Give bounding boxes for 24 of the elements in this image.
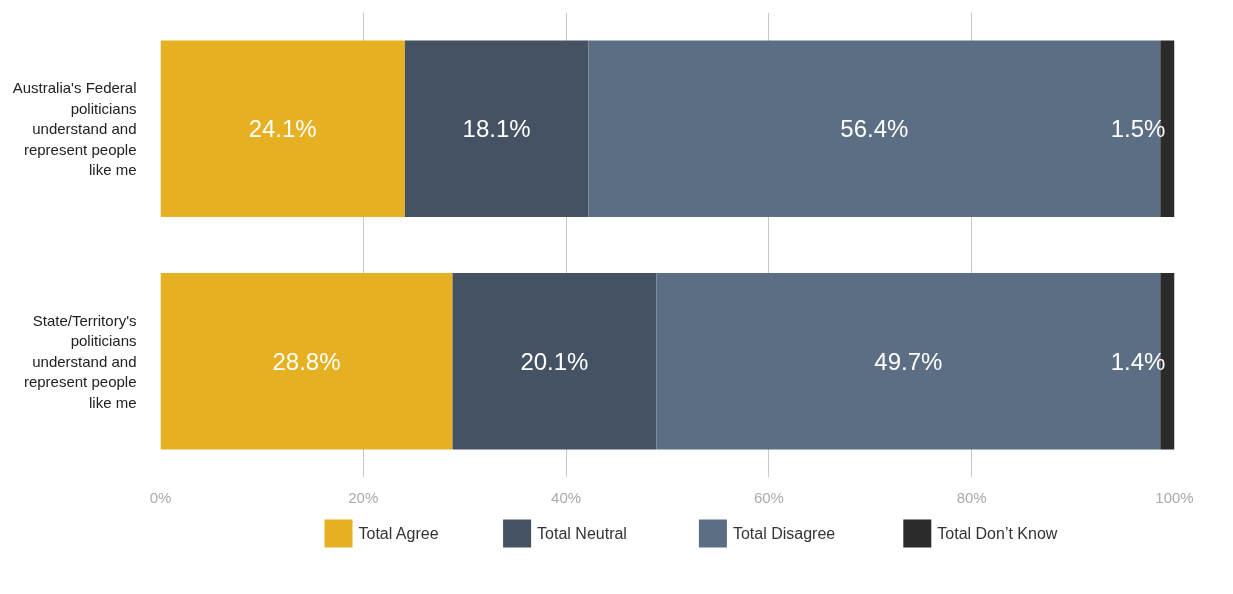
data-label: 1.5%: [1110, 115, 1166, 143]
legend-label: Total Neutral: [537, 525, 627, 542]
bar: [160, 40, 405, 218]
data-label: 56.4%: [840, 115, 909, 143]
y-tick-label: Australia's Federal politicians understand and represent people like me: [12, 79, 137, 179]
x-tick-label: 0%: [149, 488, 172, 506]
legend-label: Total Don’t Know: [937, 525, 1058, 542]
y-tick-label: State/Territory's politicians understand and represent people like me: [23, 311, 137, 411]
legend-label: Total Disagree: [732, 525, 836, 542]
data-label: 49.7%: [874, 347, 943, 375]
data-label: 24.1%: [248, 115, 317, 143]
x-tick-label: 40%: [551, 488, 582, 506]
bar: [160, 272, 453, 450]
bar: [404, 40, 589, 218]
x-tick-label: 20%: [348, 488, 379, 506]
legend-label: Total Agree: [358, 525, 439, 542]
x-tick-label: 100%: [1155, 488, 1194, 506]
x-tick-label: 80%: [956, 488, 987, 506]
data-label: 28.8%: [272, 347, 341, 375]
x-tick-label: 60%: [753, 488, 784, 506]
data-label: 18.1%: [462, 115, 531, 143]
bar: [452, 272, 657, 450]
data-label: 20.1%: [520, 347, 589, 375]
data-label: 1.4%: [1110, 347, 1166, 375]
